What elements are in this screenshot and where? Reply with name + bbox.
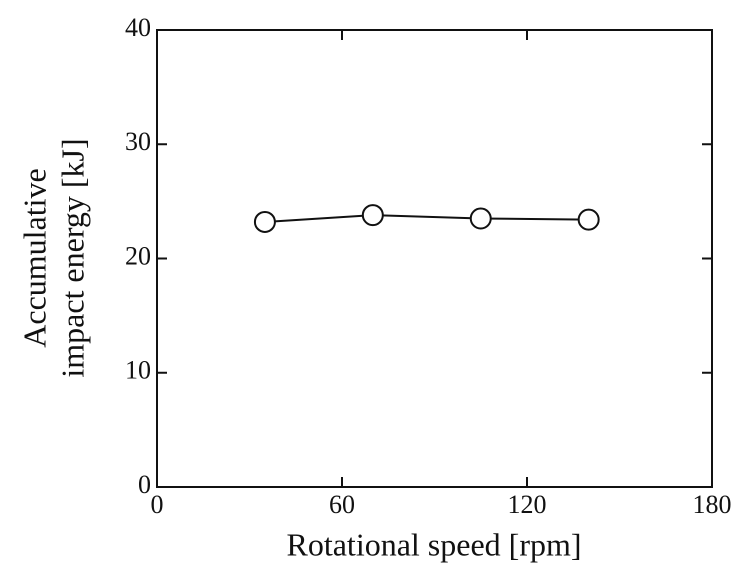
x-axis-label: Rotational speed [rpm] — [286, 526, 581, 562]
y-tick-label: 40 — [125, 13, 151, 42]
data-point — [361, 204, 384, 227]
y-tick-label: 0 — [138, 470, 151, 499]
y-tick-label: 10 — [125, 356, 151, 385]
data-point — [469, 207, 492, 230]
plot-frame — [156, 29, 713, 488]
y-axis-label: Accumulative — [16, 168, 52, 347]
x-tick-label: 60 — [329, 490, 355, 519]
x-tick-label: 0 — [151, 490, 164, 519]
data-point — [577, 208, 600, 231]
y-axis-label: impact energy [kJ] — [54, 138, 90, 377]
data-point — [253, 210, 276, 233]
y-tick-label: 30 — [125, 127, 151, 156]
x-tick-label: 120 — [508, 490, 547, 519]
x-tick-label: 180 — [693, 490, 732, 519]
y-tick-label: 20 — [125, 241, 151, 270]
data-line — [264, 214, 589, 223]
